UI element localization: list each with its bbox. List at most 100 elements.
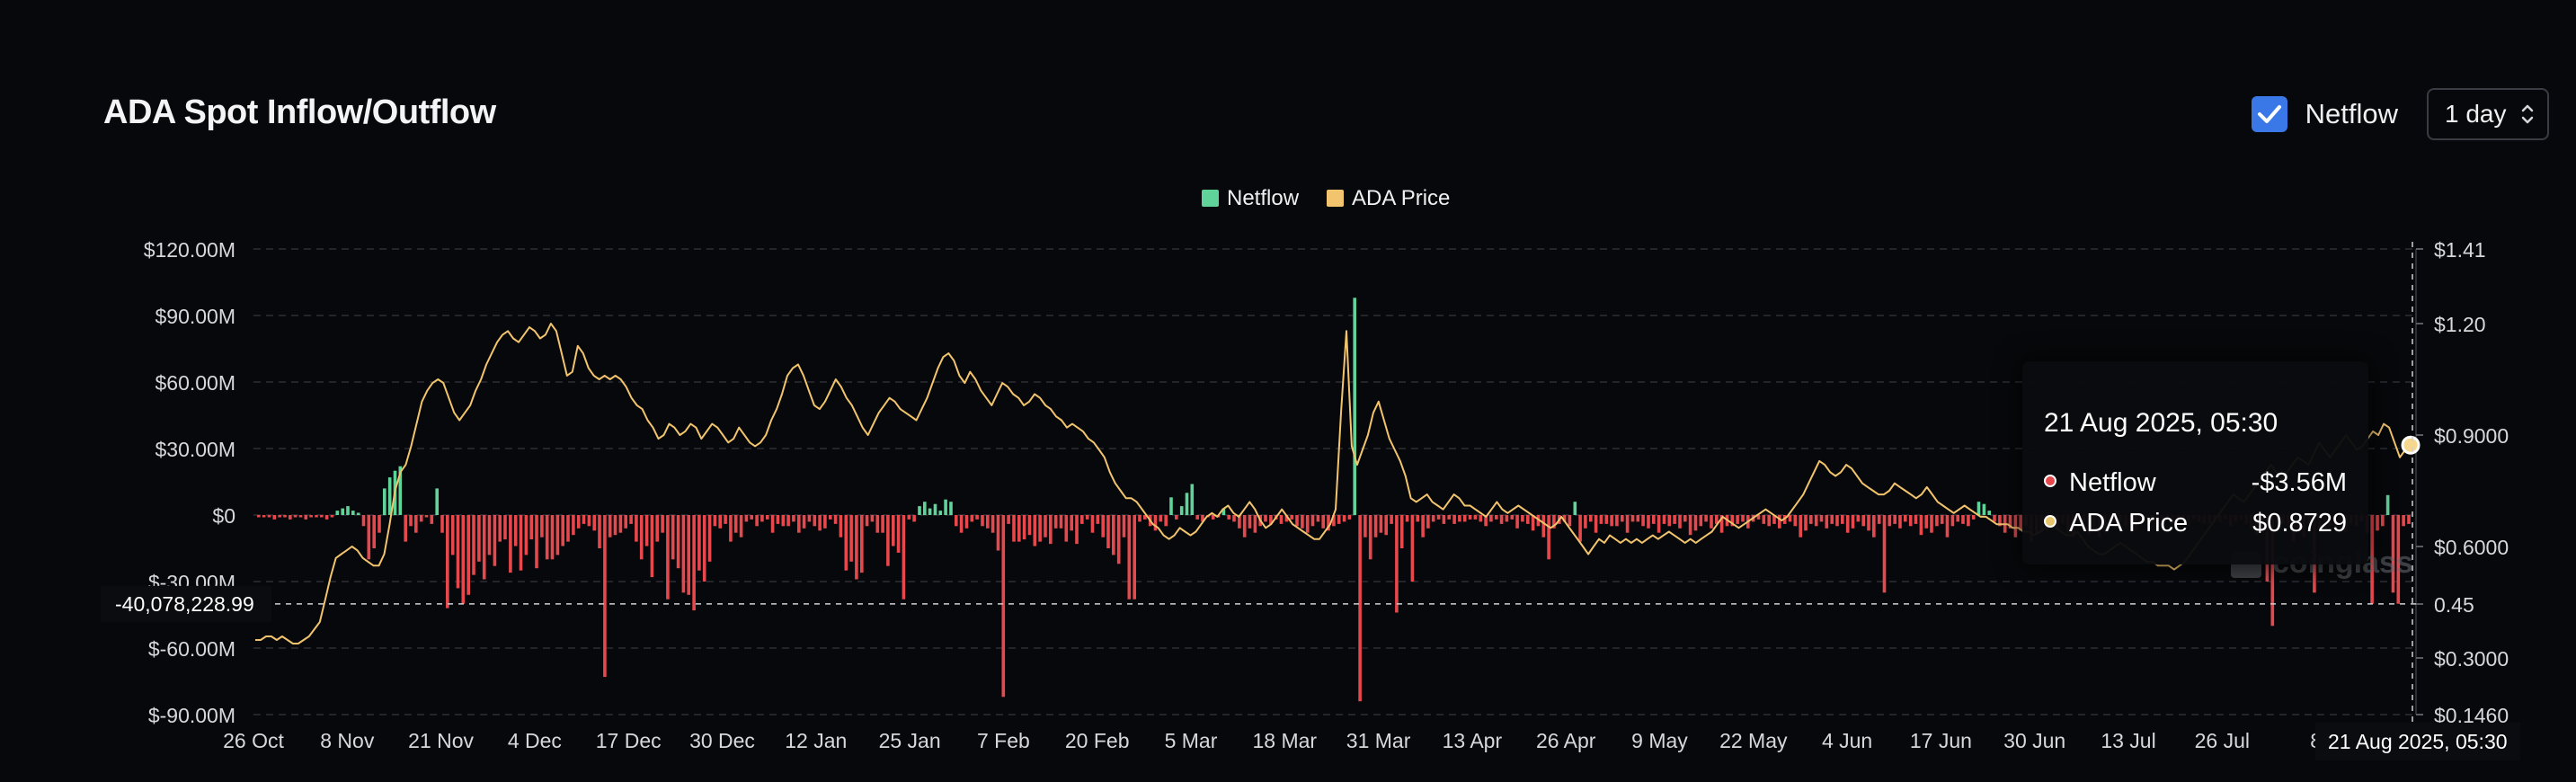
netflow-bar: [1462, 515, 1467, 522]
netflow-bar: [2381, 515, 2385, 527]
netflow-bar: [1332, 515, 1336, 527]
netflow-bar: [1993, 515, 1996, 522]
netflow-bar: [267, 515, 271, 518]
netflow-bar: [456, 515, 460, 589]
netflow-bar: [1290, 515, 1293, 520]
netflow-bar: [1190, 484, 1195, 515]
netflow-bar: [2391, 515, 2395, 593]
netflow-bar: [907, 515, 911, 520]
netflow-bar: [1515, 515, 1519, 529]
netflow-bar: [550, 515, 555, 560]
netflow-bar: [419, 515, 423, 522]
netflow-bar: [566, 515, 570, 542]
netflow-bar: [608, 515, 612, 538]
netflow-bar: [949, 502, 953, 515]
netflow-bar: [1647, 515, 1650, 529]
netflow-bar: [2270, 515, 2275, 626]
netflow-bar: [503, 515, 507, 540]
netflow-bar: [356, 512, 360, 515]
netflow-bar: [955, 515, 958, 527]
netflow-bar: [446, 515, 449, 609]
netflow-bar: [2376, 515, 2379, 531]
netflow-bar: [1710, 515, 1713, 529]
netflow-bar: [1458, 515, 1461, 522]
netflow-bar: [818, 515, 822, 531]
netflow-bar: [1007, 515, 1010, 524]
netflow-bar: [635, 515, 638, 542]
netflow-bar: [1819, 515, 1824, 522]
netflow-bar: [687, 515, 690, 595]
netflow-bar: [257, 515, 261, 518]
netflow-bar: [519, 515, 523, 571]
x-axis-tick-label: 17 Dec: [596, 729, 662, 752]
netflow-bar: [1782, 515, 1787, 524]
netflow-bar: [1127, 515, 1132, 600]
netflow-bar: [629, 515, 633, 524]
netflow-bar: [1767, 515, 1771, 527]
netflow-bar: [1730, 515, 1735, 527]
axis-labels: $120.00M$90.00M$60.00M$30.00M$0$-30.00M$…: [144, 238, 2509, 752]
netflow-bar: [1368, 515, 1372, 560]
right-axis-tick-label: $1.20: [2434, 313, 2486, 336]
netflow-checkbox-label[interactable]: Netflow: [2305, 98, 2398, 129]
netflow-bar: [1301, 515, 1304, 529]
netflow-bar: [1022, 515, 1026, 540]
netflow-bar: [644, 515, 649, 547]
netflow-bar: [1185, 493, 1189, 515]
netflow-bar: [1788, 515, 1792, 522]
netflow-bar: [928, 508, 932, 515]
netflow-bar: [1762, 515, 1766, 524]
netflow-bar: [2008, 515, 2012, 529]
netflow-bar: [2019, 515, 2022, 531]
netflow-bar: [760, 515, 764, 522]
price-hover-point: [2401, 435, 2421, 455]
tooltip-row-price: ADA Price $0.8729: [2044, 507, 2347, 539]
netflow-bar: [1904, 515, 1907, 522]
netflow-bar: [1531, 515, 1535, 531]
netflow-bar: [1673, 515, 1676, 524]
netflow-bar: [1594, 515, 1598, 533]
netflow-bar: [1395, 515, 1399, 613]
netflow-bar: [592, 515, 596, 531]
netflow-bar: [1547, 515, 1550, 560]
x-axis-tick-label: 26 Apr: [1536, 729, 1596, 752]
interval-select[interactable]: 1 day: [2427, 88, 2549, 140]
netflow-bar: [535, 515, 538, 569]
netflow-bar: [981, 515, 984, 527]
netflow-bar: [1416, 515, 1419, 522]
netflow-bar: [813, 515, 817, 527]
netflow-bar: [1295, 515, 1299, 527]
netflow-bar: [739, 515, 743, 538]
netflow-bar: [1967, 515, 1970, 527]
netflow-bar: [1442, 515, 1446, 524]
netflow-bar: [440, 515, 444, 533]
right-axis-tick-label: 0.45: [2434, 593, 2474, 617]
netflow-bar: [990, 515, 995, 533]
netflow-bar: [1662, 515, 1666, 524]
netflow-bar: [1667, 515, 1672, 527]
netflow-bar: [509, 515, 512, 573]
netflow-bar: [1578, 515, 1582, 542]
netflow-bar: [1175, 515, 1178, 520]
x-axis-tick-label: 17 Jun: [1910, 729, 1972, 752]
netflow-bar: [346, 506, 350, 515]
netflow-bar: [1384, 515, 1388, 536]
netflow-bar: [1982, 503, 1986, 515]
x-axis-tick-label: 30 Jun: [2003, 729, 2065, 752]
netflow-bar: [272, 515, 277, 520]
netflow-bar: [398, 466, 403, 515]
netflow-bar: [304, 515, 308, 520]
netflow-bar: [1998, 515, 2002, 527]
netflow-bar: [802, 515, 806, 529]
x-axis-tick-label: 21 Nov: [408, 729, 474, 752]
netflow-bar: [833, 515, 838, 524]
netflow-bar: [923, 502, 927, 515]
netflow-bar: [1232, 515, 1236, 522]
netflow-checkbox[interactable]: [2251, 96, 2287, 132]
netflow-bar: [844, 515, 848, 571]
netflow-bar: [1526, 515, 1530, 524]
x-axis-tick-label: 4 Dec: [508, 729, 562, 752]
netflow-bar: [849, 515, 853, 562]
netflow-bar: [1284, 515, 1289, 522]
netflow-bar: [613, 515, 617, 536]
